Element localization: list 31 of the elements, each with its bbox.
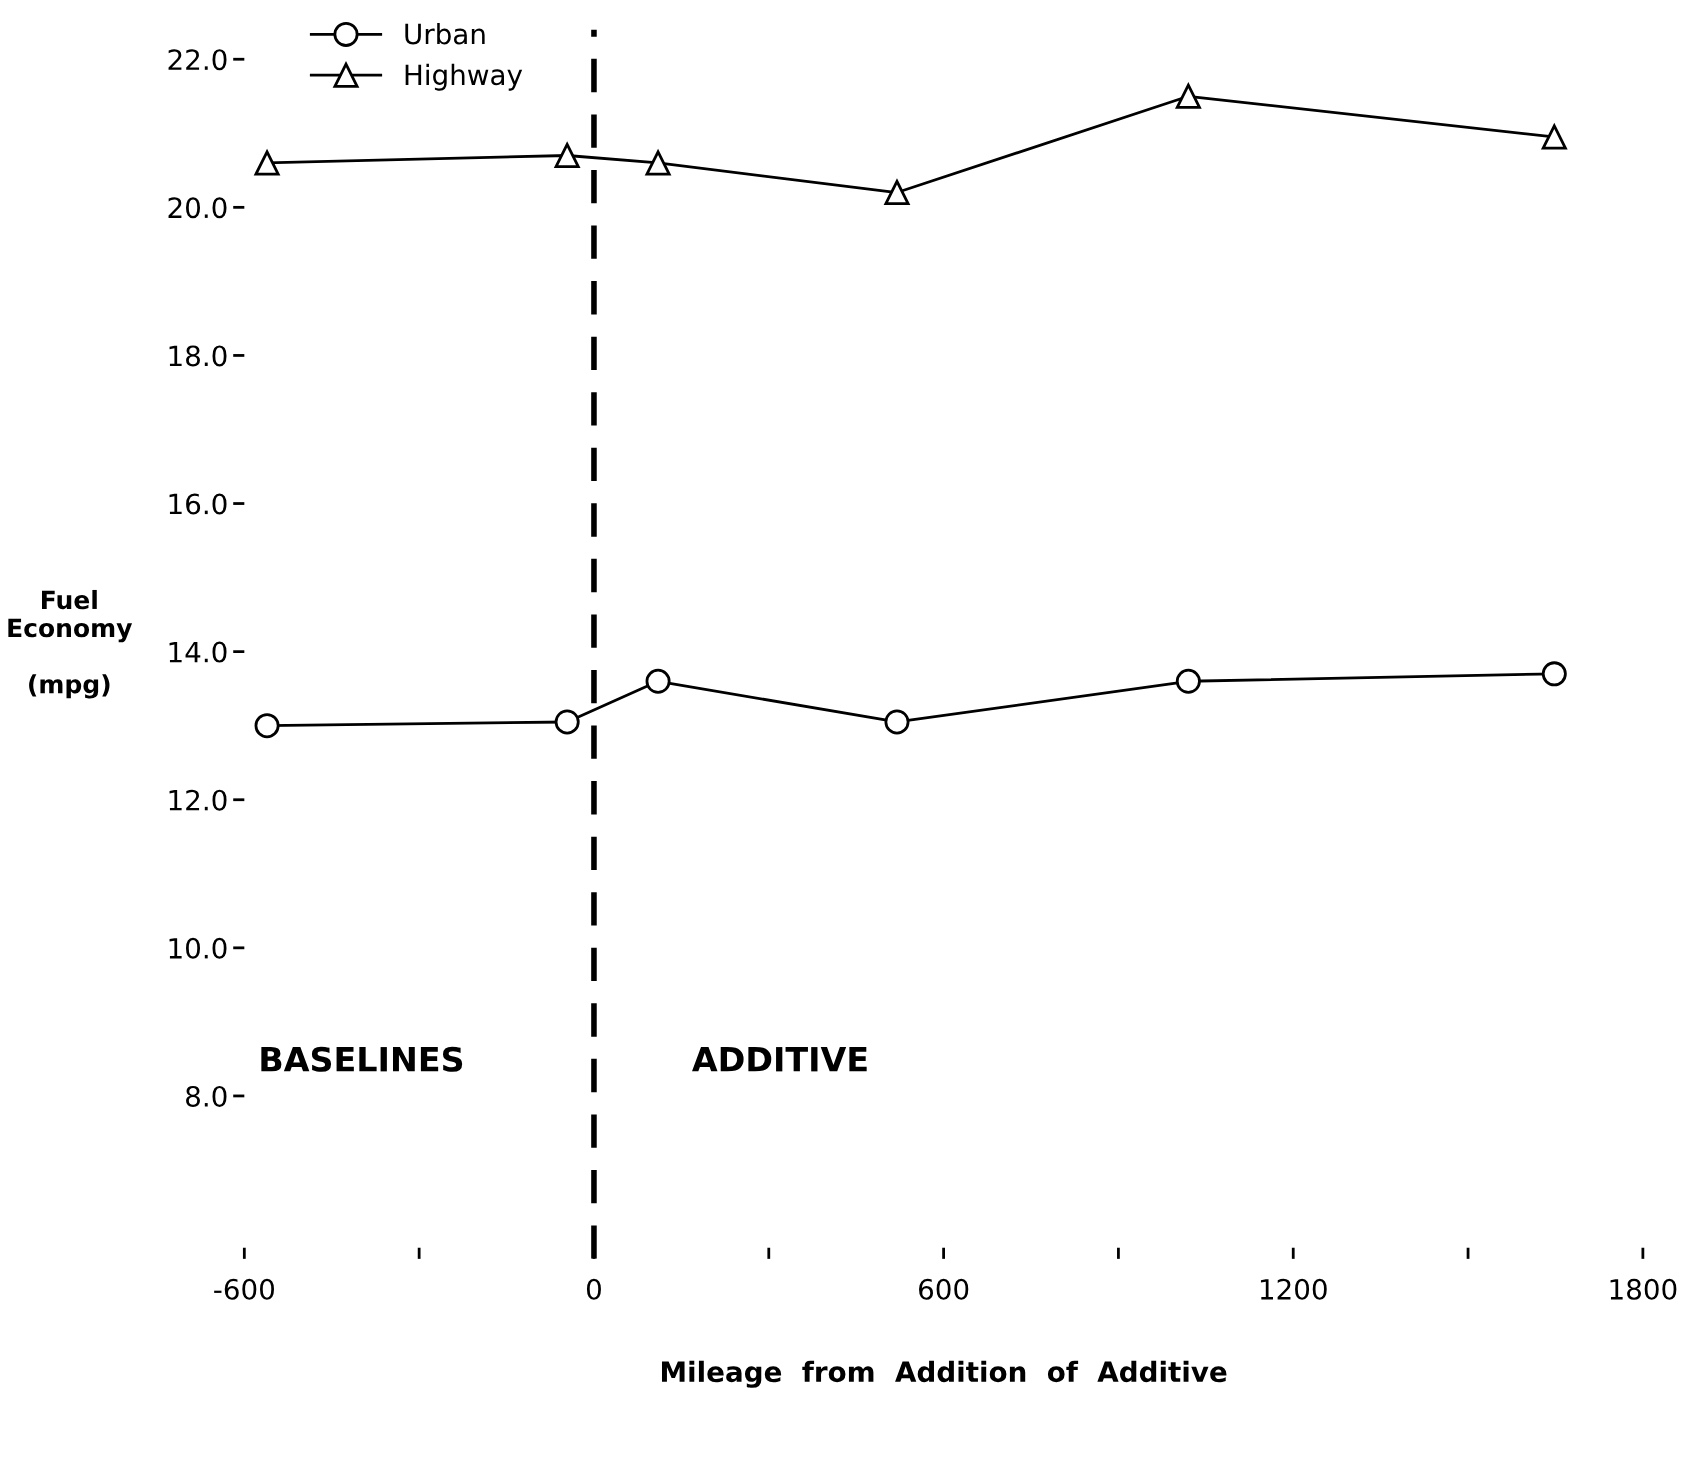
y-tick-label: 14.0 — [169, 641, 227, 663]
y-tick-label: 22.0 — [168, 49, 227, 71]
y-tick-label: 20.0 — [168, 197, 227, 219]
text: Fuel Economy (mpg) — [8, 589, 133, 699]
x-tick-label: 1200 — [1260, 1278, 1327, 1300]
point — [254, 150, 280, 176]
annotation: ADDITIVE — [692, 1047, 867, 1072]
y-tick-label: 12.0 — [169, 789, 227, 811]
y-tick-label: 16.0 — [169, 493, 227, 515]
point — [1541, 124, 1567, 150]
legend-label: Urban — [405, 23, 485, 45]
point — [554, 143, 580, 169]
point — [554, 709, 580, 735]
y-tick-label: 18.0 — [169, 345, 227, 367]
point — [645, 150, 671, 176]
x-axis-title: Mileage from Addition of Additive — [661, 1360, 1227, 1388]
x-tick-label: 0 — [586, 1278, 601, 1300]
legend-label: Highway — [405, 63, 523, 91]
x-tick-label: -600 — [214, 1278, 274, 1300]
point — [1175, 83, 1201, 109]
y-tick-label: 8.0 — [186, 1085, 227, 1107]
y-tick-label: 10.0 — [169, 937, 227, 959]
point — [1175, 668, 1201, 694]
point — [254, 713, 280, 739]
x-tick-label: 1800 — [1610, 1278, 1677, 1300]
point — [645, 668, 671, 694]
point — [884, 180, 910, 206]
point — [884, 709, 910, 735]
x-tick-label: 600 — [919, 1278, 969, 1300]
point — [1541, 661, 1567, 687]
annotation: BASELINES — [261, 1046, 463, 1072]
